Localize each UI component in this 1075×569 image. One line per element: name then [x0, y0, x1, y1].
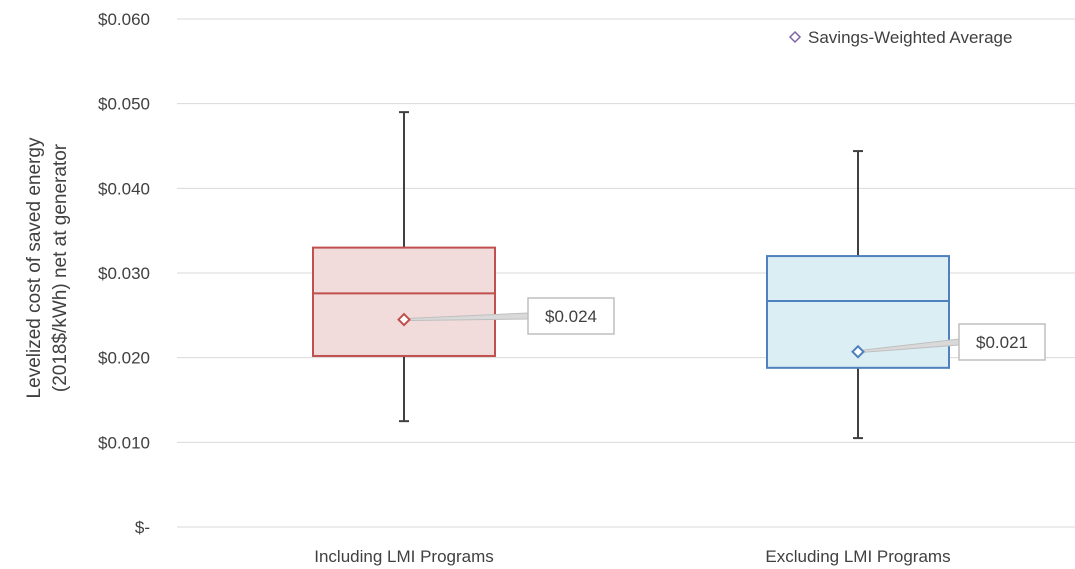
box-group: $0.024: [312, 111, 615, 423]
legend-diamond-icon: [788, 30, 802, 44]
mean-callout-box: [958, 323, 1046, 361]
boxes: $0.024 $0.021: [312, 111, 1046, 440]
y-tick-label: $0.010: [98, 433, 150, 452]
mean-diamond-marker: [851, 344, 865, 359]
y-tick-label: $-: [135, 518, 150, 537]
box: [312, 246, 496, 357]
y-tick-label: $0.060: [98, 10, 150, 29]
category-label: Excluding LMI Programs: [765, 547, 950, 566]
y-axis-title-line: Levelized cost of saved energy: [24, 137, 45, 398]
y-axis-title-line: (2018$/kWh) net at generator: [50, 143, 71, 392]
y-tick-label: $0.020: [98, 349, 150, 368]
mean-diamond-marker: [397, 312, 411, 327]
legend: Savings-Weighted Average: [788, 28, 1012, 47]
x-axis-category-labels: Including LMI Programs Excluding LMI Prog…: [314, 547, 950, 566]
y-axis-label: Levelized cost of saved energy (2018$/kWh…: [24, 137, 71, 398]
box-group: $0.021: [766, 150, 1046, 440]
category-label: Including LMI Programs: [314, 547, 494, 566]
y-axis-title: Levelized cost of saved energy (2018$/kWh…: [24, 137, 71, 398]
y-axis-tick-labels: $- $0.010 $0.020 $0.030 $0.040 $0.050 $0.060: [98, 10, 150, 537]
y-tick-label: $0.040: [98, 179, 150, 198]
mean-data-label: $0.021: [976, 333, 1028, 352]
legend-label: Savings-Weighted Average: [808, 28, 1012, 47]
y-tick-label: $0.030: [98, 264, 150, 283]
y-tick-label: $0.050: [98, 95, 150, 114]
mean-data-label: $0.024: [545, 307, 597, 326]
mean-callout-box: [527, 297, 615, 335]
